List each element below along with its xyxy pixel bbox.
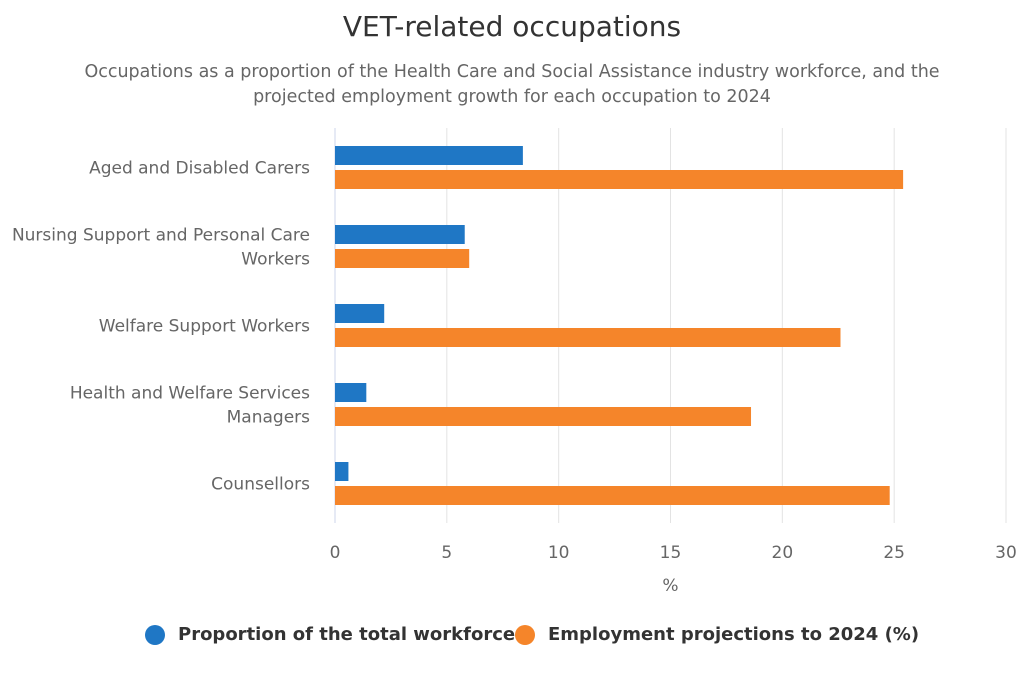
x-tick-label-10: 10 xyxy=(548,543,570,563)
x-tick-label-25: 25 xyxy=(883,543,905,563)
legend-item-employment-projections[interactable]: Employment projections to 2024 (%) xyxy=(515,624,919,645)
category-label-4-line-0: Counsellors xyxy=(211,475,310,495)
bar-series-1-category-0 xyxy=(335,170,904,189)
legend-marker-proportion-of-workforce xyxy=(145,624,165,645)
x-tick-label-0: 0 xyxy=(330,543,341,563)
x-tick-label-5: 5 xyxy=(441,543,452,563)
category-label-3-line-0: Health and Welfare Services xyxy=(70,384,310,404)
bar-series-1-category-3 xyxy=(335,407,752,426)
bar-series-0-category-4 xyxy=(335,462,349,481)
chart-subtitle-line-1: Occupations as a proportion of the Healt… xyxy=(84,62,940,82)
category-label-2: Welfare Support Workers xyxy=(99,317,310,337)
chart-title: VET-related occupations xyxy=(342,10,682,43)
bar-series-0-category-3 xyxy=(335,383,367,402)
legend-item-proportion-of-workforce[interactable]: Proportion of the total workforce xyxy=(145,624,515,645)
category-label-0: Aged and Disabled Carers xyxy=(89,159,310,179)
category-label-1: Nursing Support and Personal Care Workers xyxy=(12,226,310,270)
bar-series-0-category-0 xyxy=(335,146,523,165)
category-label-3-line-1: Managers xyxy=(227,408,311,428)
legend-label-proportion-of-workforce: Proportion of the total workforce xyxy=(178,624,516,645)
bar-series-1-category-4 xyxy=(335,486,890,505)
x-axis-title: % xyxy=(662,576,678,596)
x-tick-label-15: 15 xyxy=(660,543,682,563)
bar-series-1-category-1 xyxy=(335,249,470,268)
category-label-1-line-1: Workers xyxy=(241,250,310,270)
bar-series-1-category-2 xyxy=(335,328,841,347)
category-label-1-line-0: Nursing Support and Personal Care xyxy=(12,226,310,246)
x-tick-label-30: 30 xyxy=(995,543,1017,563)
legend-marker-employment-projections xyxy=(515,624,535,645)
category-label-3: Health and Welfare Services Managers xyxy=(70,384,310,428)
chart-subtitle-line-2: projected employment growth for each occ… xyxy=(253,87,771,107)
category-label-2-line-0: Welfare Support Workers xyxy=(99,317,310,337)
category-label-4: Counsellors xyxy=(211,475,310,495)
chart-subtitle: Occupations as a proportion of the Healt… xyxy=(0,60,1024,110)
bar-series-0-category-1 xyxy=(335,225,465,244)
category-label-0-line-0: Aged and Disabled Carers xyxy=(89,159,310,179)
legend-label-employment-projections: Employment projections to 2024 (%) xyxy=(548,624,920,645)
x-tick-label-20: 20 xyxy=(772,543,794,563)
bar-series-0-category-2 xyxy=(335,304,385,323)
